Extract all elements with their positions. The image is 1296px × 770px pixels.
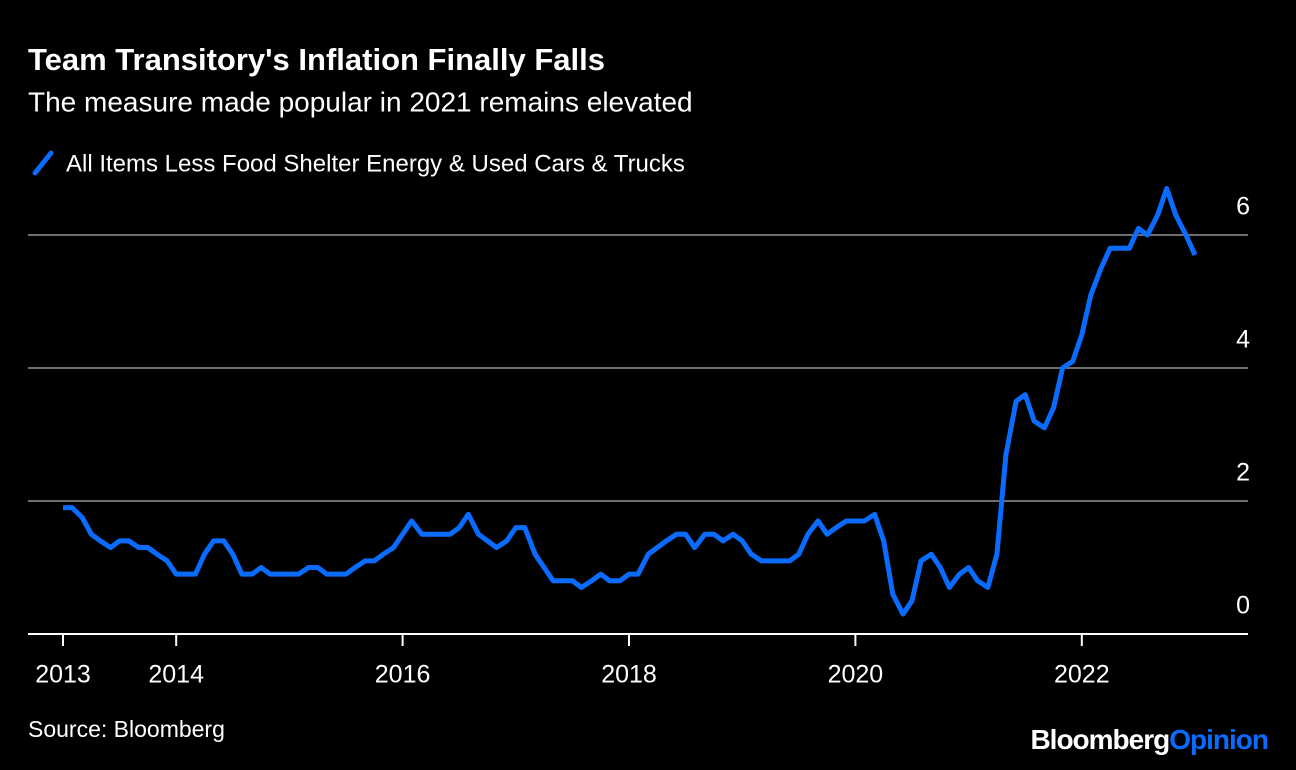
y-tick-label: 2 [1236, 459, 1250, 487]
data-line [63, 185, 1198, 617]
x-tick-label: 2016 [375, 661, 431, 689]
plot: 0 2 4 6 2013 2014 2016 2018 2020 2022 [28, 185, 1250, 689]
y-tick-label: 0 [1236, 592, 1250, 620]
x-tick-label: 2014 [148, 661, 204, 689]
brand-suffix: Opinion [1169, 724, 1268, 755]
legend-swatch [32, 150, 54, 176]
x-tick-label: 2013 [35, 661, 91, 689]
source: Source: Bloomberg [28, 716, 225, 742]
x-tick-label: 2020 [828, 661, 884, 689]
x-tick-label: 2018 [601, 661, 657, 689]
y-tick-label: 4 [1236, 326, 1250, 354]
chart-subtitle: The measure made popular in 2021 remains… [28, 86, 693, 117]
chart-title: Team Transitory's Inflation Finally Fall… [28, 42, 605, 77]
x-tick-label: 2022 [1054, 661, 1110, 689]
y-tick-label: 6 [1236, 193, 1250, 221]
brand-logo: BloombergOpinion [1030, 724, 1268, 755]
brand: Bloomberg [1030, 724, 1169, 755]
legend-label: All Items Less Food Shelter Energy & Use… [66, 150, 685, 177]
